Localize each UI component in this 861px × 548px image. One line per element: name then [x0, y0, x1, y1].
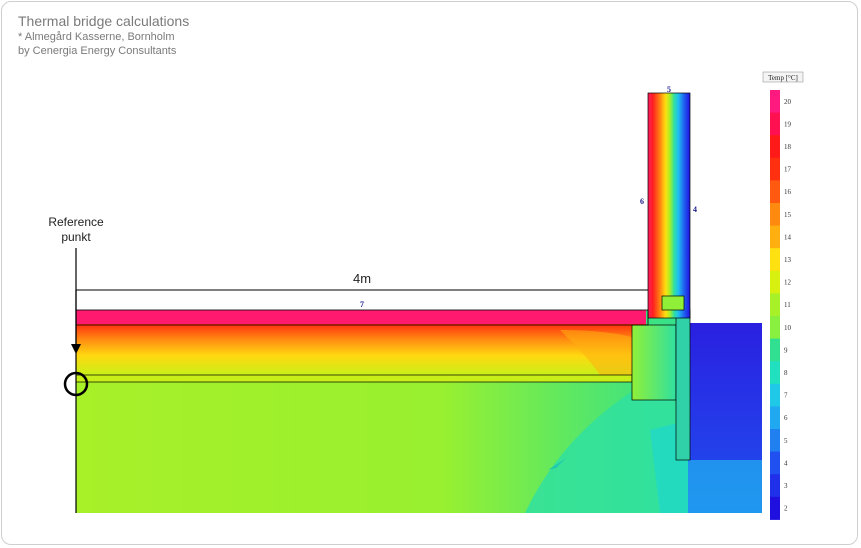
legend-swatch — [770, 496, 780, 520]
legend-tick-label: 5 — [784, 437, 788, 445]
header: Thermal bridge calculations * Almegård K… — [18, 13, 189, 58]
legend-tick-label: 18 — [784, 143, 792, 151]
node-label-4: 4 — [693, 205, 697, 214]
slab-insulation-layer — [75, 374, 633, 383]
legend-swatch — [770, 338, 780, 362]
temperature-legend: Temp [°C] 20 19 18 17 16 15 14 13 12 11 10 9 8 7 6 5 4 3 2 — [762, 71, 804, 520]
legend-tick-label: 20 — [784, 98, 792, 106]
legend-tick-label: 19 — [784, 120, 792, 128]
reference-label-line-2: punkt — [61, 230, 91, 244]
legend-tick-label: 14 — [784, 233, 792, 241]
legend-tick-label: 12 — [784, 279, 792, 287]
legend-tick-label: 9 — [784, 346, 788, 354]
legend-swatch — [770, 316, 780, 340]
legend-tick-label: 6 — [784, 414, 788, 422]
legend-swatch — [770, 203, 780, 227]
outside-ground-region — [688, 460, 762, 513]
legend-tick-label: 2 — [784, 505, 788, 513]
legend-swatch — [770, 429, 780, 453]
legend-swatch — [770, 112, 780, 136]
reference-point-circle — [63, 371, 89, 397]
legend-tick-label: 3 — [784, 482, 788, 490]
legend-swatch — [770, 225, 780, 249]
foundation-insulation — [675, 309, 691, 461]
legend-swatch — [770, 406, 780, 430]
junction-warm-zone — [560, 330, 648, 375]
subtitle-author: by Cenergia Energy Consultants — [18, 45, 177, 57]
legend-title: Temp [°C] — [768, 74, 798, 82]
legend-tick-label: 13 — [784, 256, 792, 264]
legend-swatch — [770, 293, 780, 317]
legend-swatch — [770, 474, 780, 498]
legend-swatch — [770, 90, 780, 114]
legend-swatch — [770, 270, 780, 294]
legend-swatch — [770, 248, 780, 272]
legend-tick-label: 15 — [784, 211, 792, 219]
legend-swatch — [770, 383, 780, 407]
subtitle-location: * Almegård Kasserne, Bornholm — [18, 31, 175, 43]
dimension-label: 4m — [353, 271, 371, 286]
legend-swatch — [770, 451, 780, 475]
wall-base-plate — [661, 295, 685, 311]
page-title: Thermal bridge calculations — [18, 13, 190, 29]
node-label-7: 7 — [360, 300, 364, 309]
legend-tick-label: 7 — [784, 392, 788, 400]
ground-artifact — [548, 458, 566, 470]
node-label-6: 6 — [640, 197, 644, 206]
legend-tick-label: 4 — [784, 459, 788, 467]
reference-label-line-1: Reference — [48, 215, 104, 229]
floor-surface-layer — [76, 310, 646, 324]
legend-tick-label: 17 — [784, 166, 792, 174]
legend-swatch — [770, 157, 780, 181]
legend-tick-label: 11 — [784, 301, 791, 309]
legend-tick-label: 8 — [784, 369, 788, 377]
reference-arrow-head — [71, 344, 81, 354]
foundation-block — [631, 324, 677, 401]
legend-swatch — [770, 135, 780, 159]
legend-title-box — [762, 71, 804, 83]
wall-column — [647, 92, 691, 319]
legend-tick-label: 16 — [784, 188, 792, 196]
legend-swatch — [770, 180, 780, 204]
ground-cool-zone — [525, 380, 690, 513]
legend-tick-label: 10 — [784, 324, 792, 332]
node-label-5: 5 — [667, 85, 671, 94]
legend-swatch — [770, 361, 780, 385]
